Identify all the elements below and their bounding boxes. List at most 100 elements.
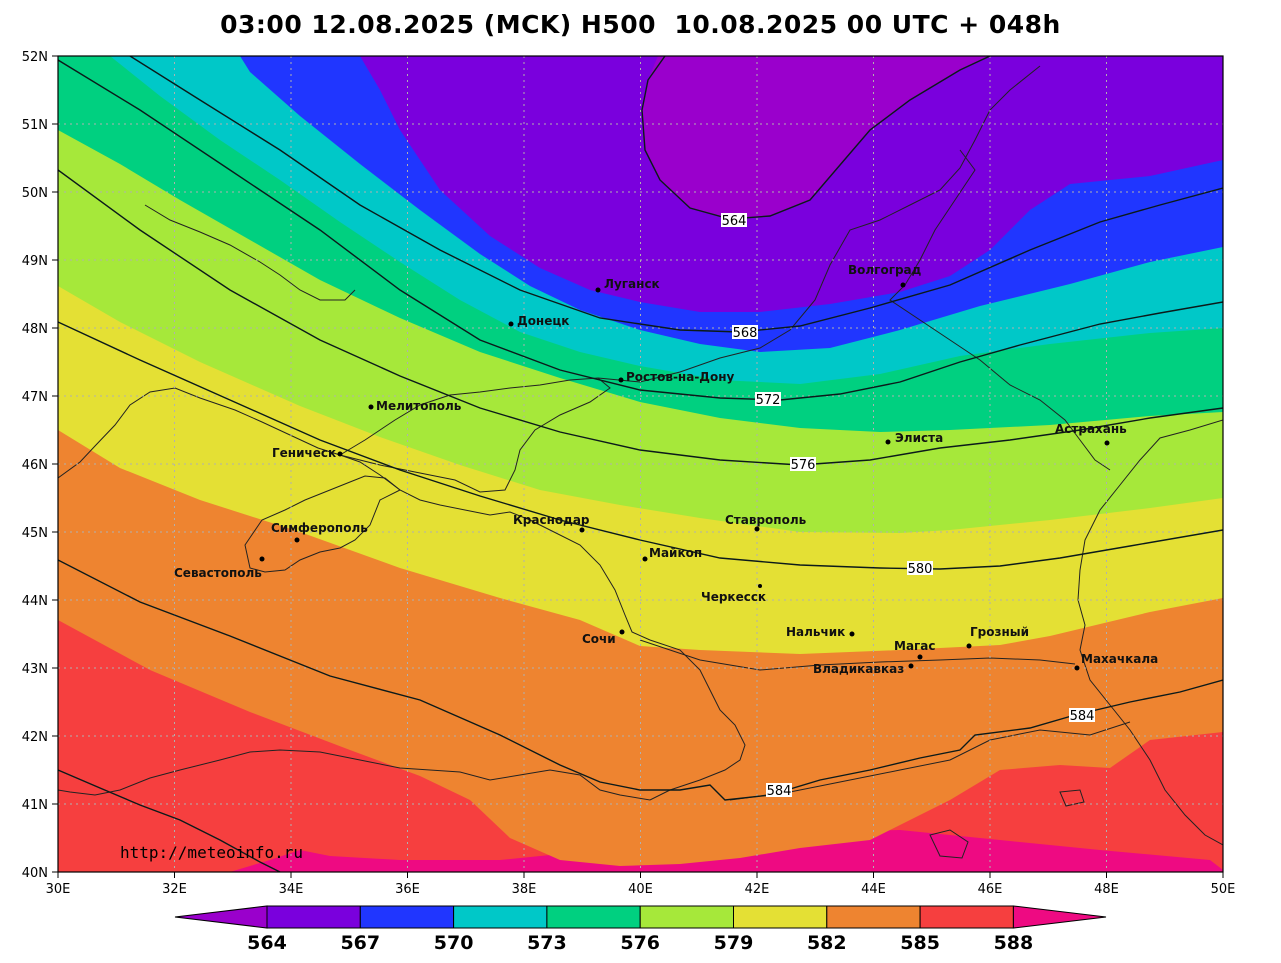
lat-label: 48N bbox=[22, 322, 48, 337]
city-genichesk: Геническ bbox=[272, 446, 336, 460]
city-maykop: Майкоп bbox=[649, 546, 702, 560]
lat-label: 43N bbox=[22, 662, 48, 677]
grid bbox=[58, 56, 1223, 872]
lon-label: 40E bbox=[628, 882, 653, 897]
colorbar-cell bbox=[359, 905, 455, 929]
city-melitopol: Мелитополь bbox=[376, 399, 462, 413]
lake-sevan bbox=[1059, 789, 1085, 807]
city-vladikavkaz: Владикавказ bbox=[813, 662, 904, 676]
contour-lines bbox=[58, 56, 1223, 872]
latitude-axis: 40N 41N 42N 43N 44N 45N 46N 47N 48N 49N … bbox=[22, 50, 58, 881]
lon-label: 48E bbox=[1094, 882, 1119, 897]
contour-584-a bbox=[58, 559, 1223, 801]
cities: Луганск Волгоград Донецк Ростов-на-Дону … bbox=[174, 263, 1158, 676]
colorbar-cell bbox=[546, 905, 641, 929]
contour-label: 584 bbox=[1070, 709, 1095, 724]
lon-label: 46E bbox=[978, 882, 1003, 897]
lon-label: 44E bbox=[861, 882, 886, 897]
city-simferopol: Симферополь bbox=[271, 521, 368, 535]
contour-label: 576 bbox=[791, 458, 816, 473]
colorbar-cell bbox=[919, 905, 1014, 929]
black-sea-north-coast bbox=[58, 387, 746, 801]
colorbar-label: 567 bbox=[340, 932, 380, 954]
country-border bbox=[639, 639, 1076, 671]
lon-label: 32E bbox=[162, 882, 187, 897]
contour-572 bbox=[58, 59, 1223, 401]
contour-568 bbox=[129, 56, 1223, 333]
caspian-coast bbox=[1077, 419, 1223, 846]
coastlines bbox=[58, 65, 1223, 859]
contour-labels: 564 568 572 576 580 584 584 bbox=[721, 213, 1095, 799]
lon-label: 42E bbox=[745, 882, 770, 897]
city-elista: Элиста bbox=[895, 431, 943, 445]
colorbar-label: 585 bbox=[900, 932, 940, 954]
colorbar-label: 570 bbox=[434, 932, 474, 954]
caucasus-south-border bbox=[729, 721, 1131, 801]
lat-label: 45N bbox=[22, 526, 48, 541]
lat-label: 41N bbox=[22, 798, 48, 813]
contour-label: 568 bbox=[733, 326, 758, 341]
lat-label: 47N bbox=[22, 390, 48, 405]
city-stavropol: Ставрополь bbox=[725, 513, 807, 527]
lat-label: 52N bbox=[22, 50, 48, 65]
lat-label: 40N bbox=[22, 866, 48, 881]
lon-label: 50E bbox=[1211, 882, 1236, 897]
source-credit: http://meteoinfo.ru bbox=[120, 843, 303, 862]
band-560 bbox=[642, 56, 990, 219]
lat-label: 46N bbox=[22, 458, 48, 473]
lat-label: 50N bbox=[22, 186, 48, 201]
colorbar-label: 576 bbox=[620, 932, 660, 954]
colorbar-low-arrow bbox=[174, 905, 268, 929]
lat-label: 42N bbox=[22, 730, 48, 745]
volga-river bbox=[889, 149, 1111, 471]
colorbar-label: 564 bbox=[247, 932, 287, 954]
crimea-coast bbox=[244, 475, 401, 573]
contour-576 bbox=[58, 169, 1223, 466]
contour-label: 572 bbox=[756, 393, 781, 408]
colorbar-labels: 564 567 570 573 576 579 582 585 588 bbox=[247, 932, 1033, 954]
colorbar-cell bbox=[266, 905, 361, 929]
don-river bbox=[597, 65, 1041, 383]
city-rostov: Ростов-на-Дону bbox=[626, 370, 735, 384]
chart-title: 03:00 12.08.2025 (MCK) H500 10.08.2025 0… bbox=[220, 10, 1061, 39]
contour-564 bbox=[641, 56, 991, 220]
colorbar bbox=[174, 905, 1107, 929]
contour-label: 580 bbox=[908, 562, 933, 577]
city-astrakhan: Астрахань bbox=[1055, 422, 1127, 436]
colorbar-cell bbox=[733, 905, 828, 929]
longitude-axis: 30E 32E 34E 36E 38E 40E 42E 44E 46E 48E … bbox=[46, 872, 1236, 897]
geopotential-bands bbox=[58, 56, 1223, 872]
contour-580 bbox=[58, 321, 1223, 570]
contour-label: 584 bbox=[767, 784, 792, 799]
lake-van bbox=[929, 829, 969, 859]
contour-588 bbox=[58, 769, 281, 872]
colorbar-label: 579 bbox=[714, 932, 754, 954]
city-lugansk: Луганск bbox=[604, 277, 660, 291]
lon-label: 36E bbox=[395, 882, 420, 897]
city-grozny: Грозный bbox=[970, 625, 1029, 639]
colorbar-cell bbox=[639, 905, 735, 929]
city-donetsk: Донецк bbox=[517, 314, 569, 328]
city-makhachkala: Махачкала bbox=[1081, 652, 1158, 666]
lon-label: 38E bbox=[512, 882, 537, 897]
city-cherkessk: Черкесск bbox=[701, 590, 766, 604]
city-sochi: Сочи bbox=[582, 632, 616, 646]
colorbar-high-arrow bbox=[1012, 905, 1107, 929]
city-nalchik: Нальчик bbox=[786, 625, 845, 639]
lat-label: 44N bbox=[22, 594, 48, 609]
azov-sea-coast bbox=[338, 377, 611, 493]
lon-label: 34E bbox=[279, 882, 304, 897]
colorbar-cell bbox=[826, 905, 921, 929]
city-magas: Магас bbox=[894, 639, 936, 653]
colorbar-label: 573 bbox=[527, 932, 567, 954]
colorbar-label: 582 bbox=[807, 932, 847, 954]
contour-label: 564 bbox=[722, 214, 747, 229]
lon-label: 30E bbox=[46, 882, 71, 897]
colorbar-cell bbox=[453, 905, 548, 929]
lat-label: 51N bbox=[22, 118, 48, 133]
city-volgograd: Волгоград bbox=[848, 263, 922, 277]
colorbar-label: 588 bbox=[994, 932, 1034, 954]
dnieper bbox=[144, 204, 356, 301]
city-krasnodar: Краснодар bbox=[513, 513, 590, 527]
